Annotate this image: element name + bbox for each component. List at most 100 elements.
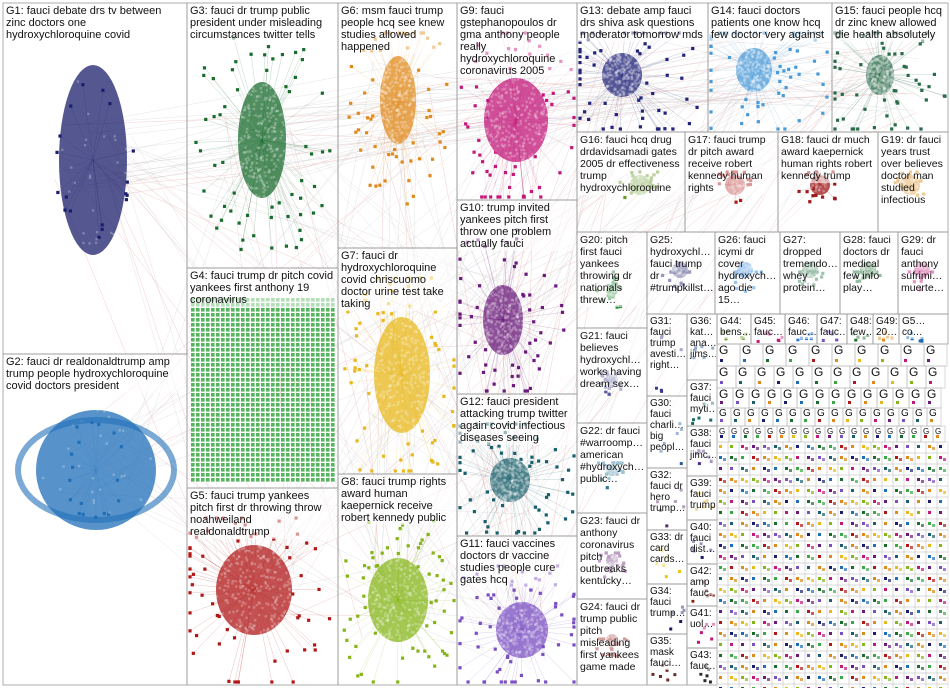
node [407, 390, 410, 393]
node [260, 103, 264, 106]
node [378, 403, 381, 406]
node [509, 483, 512, 487]
node [311, 348, 315, 352]
node [419, 624, 422, 627]
node [393, 469, 397, 473]
node [286, 363, 290, 367]
node [284, 85, 288, 89]
node [236, 338, 240, 342]
node [519, 488, 523, 492]
node [495, 134, 499, 137]
node [281, 418, 285, 422]
node [515, 650, 518, 653]
node [216, 398, 220, 402]
node [414, 330, 418, 333]
node [637, 67, 640, 70]
node [572, 96, 576, 100]
node [91, 476, 95, 480]
node [501, 291, 504, 294]
node [252, 628, 255, 631]
node [188, 546, 192, 550]
cluster-ring [15, 417, 177, 523]
node [625, 59, 628, 62]
node [255, 95, 259, 99]
node [120, 475, 123, 478]
node [206, 388, 210, 392]
node [625, 66, 629, 70]
node [264, 165, 267, 168]
node [201, 328, 205, 332]
node [496, 485, 500, 489]
node [415, 330, 419, 334]
node [512, 606, 515, 610]
node [301, 428, 305, 432]
node [267, 171, 270, 174]
node [572, 115, 576, 120]
node [286, 368, 290, 372]
node [408, 79, 411, 82]
node [687, 121, 692, 126]
node [321, 363, 325, 367]
node [615, 65, 618, 69]
node [510, 345, 513, 348]
node [287, 90, 292, 94]
node [490, 470, 493, 473]
node [280, 112, 284, 116]
node [265, 602, 268, 605]
node [221, 383, 225, 387]
node [247, 150, 250, 153]
node [266, 453, 270, 457]
node [331, 398, 335, 402]
node [251, 318, 255, 322]
node [525, 105, 528, 108]
node [396, 121, 400, 124]
node [61, 148, 64, 152]
node [380, 632, 383, 636]
node [626, 77, 629, 81]
node [635, 68, 639, 71]
node [221, 308, 225, 312]
node [397, 113, 401, 117]
node [239, 579, 242, 582]
node [416, 394, 419, 397]
node [619, 93, 622, 96]
node [272, 94, 275, 98]
node [256, 473, 260, 477]
node [246, 323, 250, 327]
node [216, 408, 220, 412]
node [578, 50, 582, 54]
node [458, 316, 462, 320]
node [485, 326, 489, 329]
node [622, 64, 626, 68]
node [226, 358, 230, 362]
node [384, 606, 388, 609]
node [498, 492, 501, 496]
node [523, 635, 526, 638]
node [266, 45, 271, 49]
node [276, 323, 280, 327]
node [515, 484, 518, 487]
node [353, 358, 357, 362]
node [546, 113, 549, 117]
node [394, 139, 397, 143]
node [301, 343, 305, 347]
node [206, 368, 210, 372]
node [306, 453, 310, 457]
node [511, 468, 514, 472]
node [380, 101, 384, 104]
node [500, 468, 503, 472]
node [331, 458, 335, 462]
node [526, 625, 530, 629]
node [291, 448, 295, 452]
node [311, 333, 315, 337]
node [507, 493, 510, 497]
node [525, 651, 528, 654]
node [521, 292, 525, 297]
node [645, 81, 649, 85]
node [191, 423, 195, 427]
node [490, 484, 493, 487]
node [544, 680, 548, 684]
node [495, 531, 499, 535]
node [514, 148, 518, 152]
node [495, 480, 498, 484]
